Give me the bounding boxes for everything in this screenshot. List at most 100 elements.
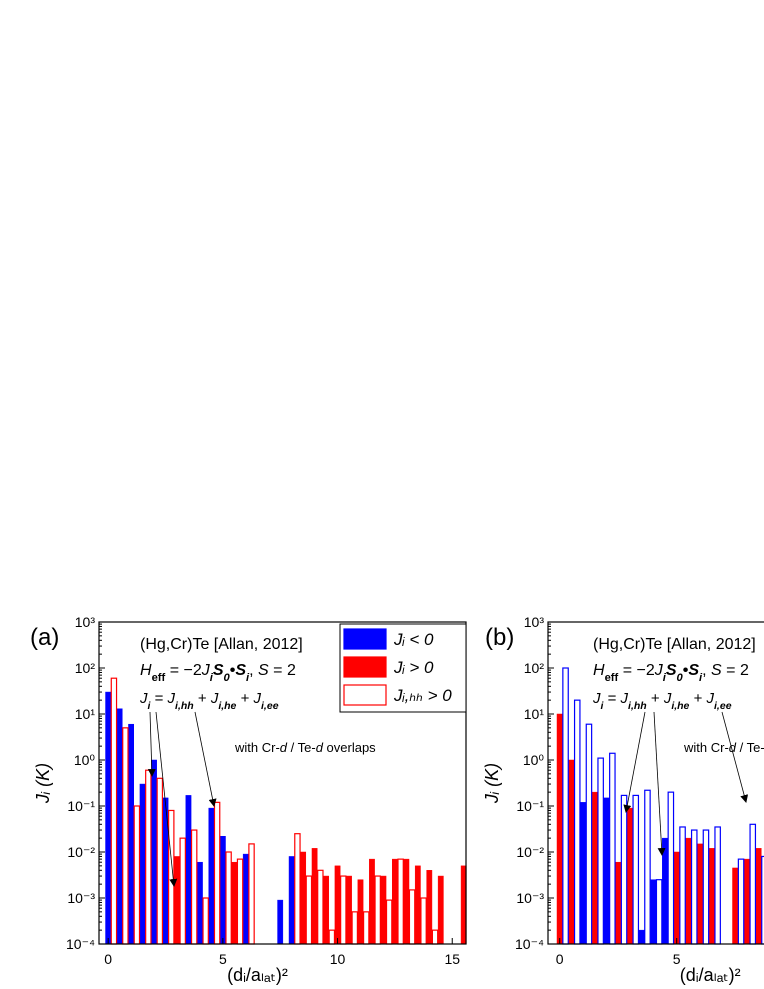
- text-piece: overlaps: [323, 740, 376, 755]
- text-piece: / Te-: [287, 740, 316, 755]
- bar: [179, 837, 186, 945]
- text-piece: +: [236, 690, 253, 707]
- text-piece: i,ee: [261, 700, 279, 712]
- bar: [328, 929, 336, 945]
- text-piece: = 2: [722, 662, 749, 679]
- text-piece: d: [316, 740, 324, 755]
- text-piece: H: [140, 662, 152, 679]
- text-piece: i,hh: [175, 700, 194, 712]
- text-piece: = 2: [269, 662, 296, 679]
- plot-frame: [547, 621, 764, 945]
- x-tick-label: 10: [330, 951, 346, 967]
- bar: [573, 699, 581, 945]
- text-piece: i,he: [671, 700, 689, 712]
- bar: [603, 797, 610, 945]
- legend-swatch: [343, 684, 387, 706]
- bar: [609, 752, 616, 945]
- y-tick-label: 10⁻³: [67, 890, 95, 906]
- bar: [122, 727, 129, 945]
- overlap-note: with Cr-d / Te-d overlaps: [234, 740, 376, 755]
- text-piece: i: [699, 672, 703, 684]
- arrow: [623, 711, 646, 813]
- text-piece: J: [663, 690, 672, 707]
- text-piece: with Cr-: [683, 740, 729, 755]
- legend-swatch: [343, 656, 387, 678]
- bar: [749, 823, 757, 945]
- bar: [317, 869, 324, 945]
- y-tick-label: 10²: [75, 660, 96, 676]
- panel: 10³ 10² 10¹ 10⁰ 10⁻¹ 10⁻² 10⁻³ 10⁻⁴ 0 5 10 15 Jᵢ (K)…: [30, 614, 467, 985]
- bar: [556, 713, 563, 945]
- bar: [236, 858, 244, 945]
- panel-label: (a): [30, 624, 59, 651]
- text-piece: S: [666, 662, 677, 679]
- bar: [702, 829, 710, 945]
- bar: [708, 848, 715, 945]
- x-tick-label: 0: [104, 951, 112, 967]
- text-piece: J: [210, 690, 219, 707]
- plot-frame: [98, 621, 467, 945]
- bar: [294, 833, 301, 945]
- legend-label: Jᵢ > 0: [393, 658, 434, 677]
- text-piece: ,: [249, 662, 258, 679]
- text-piece: J: [706, 690, 715, 707]
- bar: [714, 826, 721, 945]
- text-piece: i: [246, 672, 250, 684]
- bar: [761, 855, 764, 945]
- bar: [397, 858, 404, 945]
- bar: [300, 851, 307, 945]
- y-tick-label: 10³: [75, 614, 96, 630]
- bar: [139, 783, 146, 945]
- bar: [225, 851, 232, 945]
- x-axis-title: (dᵢ/aₗₐₜ)²: [227, 965, 288, 985]
- bar: [585, 723, 593, 945]
- bar: [620, 794, 628, 945]
- text-piece: +: [647, 690, 664, 707]
- bar: [414, 865, 421, 945]
- bar: [311, 848, 318, 945]
- text-piece: S: [235, 662, 246, 679]
- bar: [690, 829, 698, 945]
- text-piece: J: [253, 690, 262, 707]
- bar: [334, 865, 341, 945]
- bar: [351, 911, 358, 945]
- y-tick-label: 10¹: [524, 706, 545, 722]
- text-piece: i,he: [218, 700, 236, 712]
- bar: [597, 757, 604, 945]
- bar: [110, 677, 118, 945]
- text-piece: S: [258, 662, 269, 679]
- bar: [340, 875, 347, 945]
- y-tick-label: 10³: [524, 614, 545, 630]
- bar: [679, 826, 686, 945]
- bar: [615, 861, 622, 945]
- text-piece: eff: [152, 672, 166, 684]
- bar: [420, 897, 427, 945]
- source-note: (Hg,Cr)Te [Allan, 2012]: [140, 636, 303, 653]
- y-tick-label: 10⁻⁴: [66, 936, 95, 952]
- y-tick-label: 10¹: [75, 706, 96, 722]
- text-piece: i: [663, 672, 667, 684]
- bar: [632, 794, 640, 945]
- bar: [346, 875, 352, 945]
- bar: [219, 835, 226, 945]
- x-tick-label: 5: [219, 951, 227, 967]
- y-tick-label: 10⁻¹: [67, 798, 95, 814]
- arrow: [155, 711, 178, 887]
- bar: [357, 879, 364, 945]
- overlap-note: with Cr-d / Te-d overlaps: [683, 740, 764, 755]
- bar: [426, 870, 433, 945]
- text-piece: = −2: [618, 662, 655, 679]
- text-piece: =: [150, 690, 167, 707]
- text-piece: J: [201, 662, 211, 679]
- text-piece: i,hh: [628, 700, 647, 712]
- hamiltonian-note: Heff = −2JiS0•Si, S = 2: [593, 662, 749, 684]
- y-tick-label: 10⁰: [523, 752, 545, 768]
- x-tick-label: 15: [444, 951, 460, 967]
- text-piece: S: [213, 662, 224, 679]
- y-tick-label: 10⁻²: [516, 844, 544, 860]
- bar: [288, 856, 295, 945]
- bar: [562, 667, 569, 945]
- decomposition-note: Ji = Ji,hh + Ji,he + Ji,ee: [592, 690, 732, 712]
- bar: [248, 843, 255, 945]
- bar: [277, 899, 284, 945]
